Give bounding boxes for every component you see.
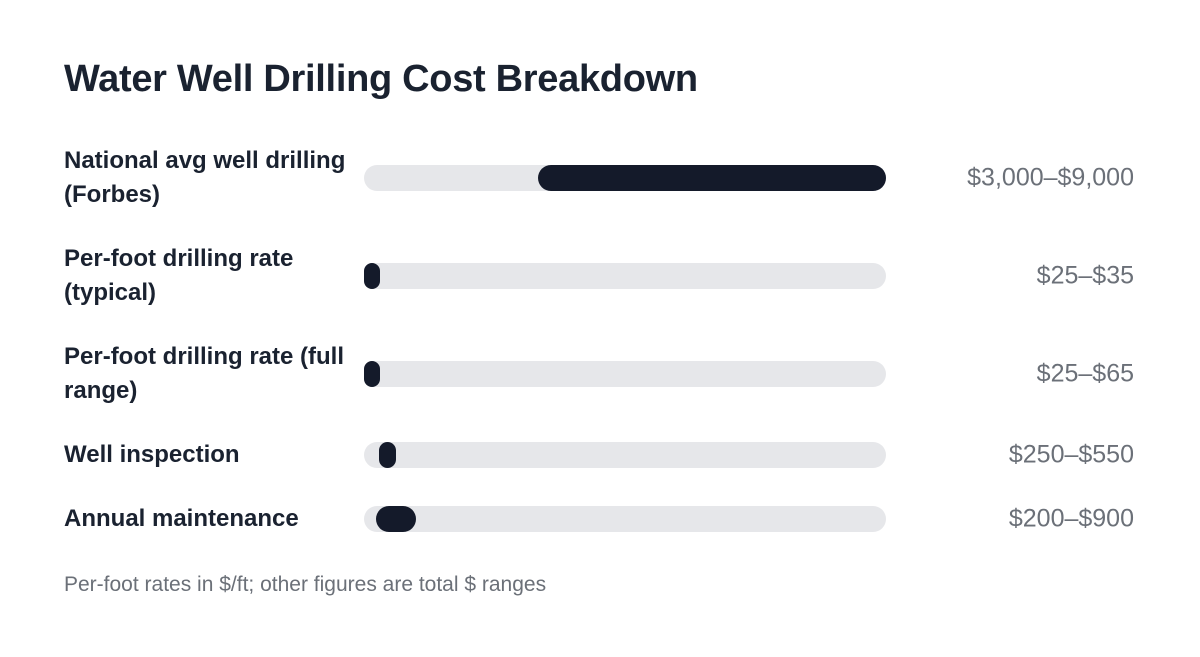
range-bar [364,263,380,289]
range-bar [378,442,396,468]
value-label: $25–$65 [1036,359,1134,388]
row-label: Annual maintenance [64,505,299,532]
value-label: $200–$900 [1008,504,1134,533]
range-track [364,361,886,387]
range-track [364,442,886,468]
range-bar [364,361,380,387]
row-label: National avg well drilling (Forbes) [64,147,346,208]
row-label: Per-foot drilling rate (full range) [64,343,344,404]
range-track [364,165,886,191]
range-track [364,506,886,532]
range-bar [538,165,886,191]
row-label: Well inspection [64,441,240,468]
value-label: $25–$35 [1036,261,1134,290]
row-label: Per-foot drilling rate (typical) [64,245,294,306]
chart-title: Water Well Drilling Cost Breakdown [64,58,698,100]
value-label: $3,000–$9,000 [967,163,1134,192]
value-label: $250–$550 [1008,440,1134,469]
range-track [364,263,886,289]
footnote: Per-foot rates in $/ft; other figures ar… [64,573,547,596]
range-bar [375,506,417,532]
